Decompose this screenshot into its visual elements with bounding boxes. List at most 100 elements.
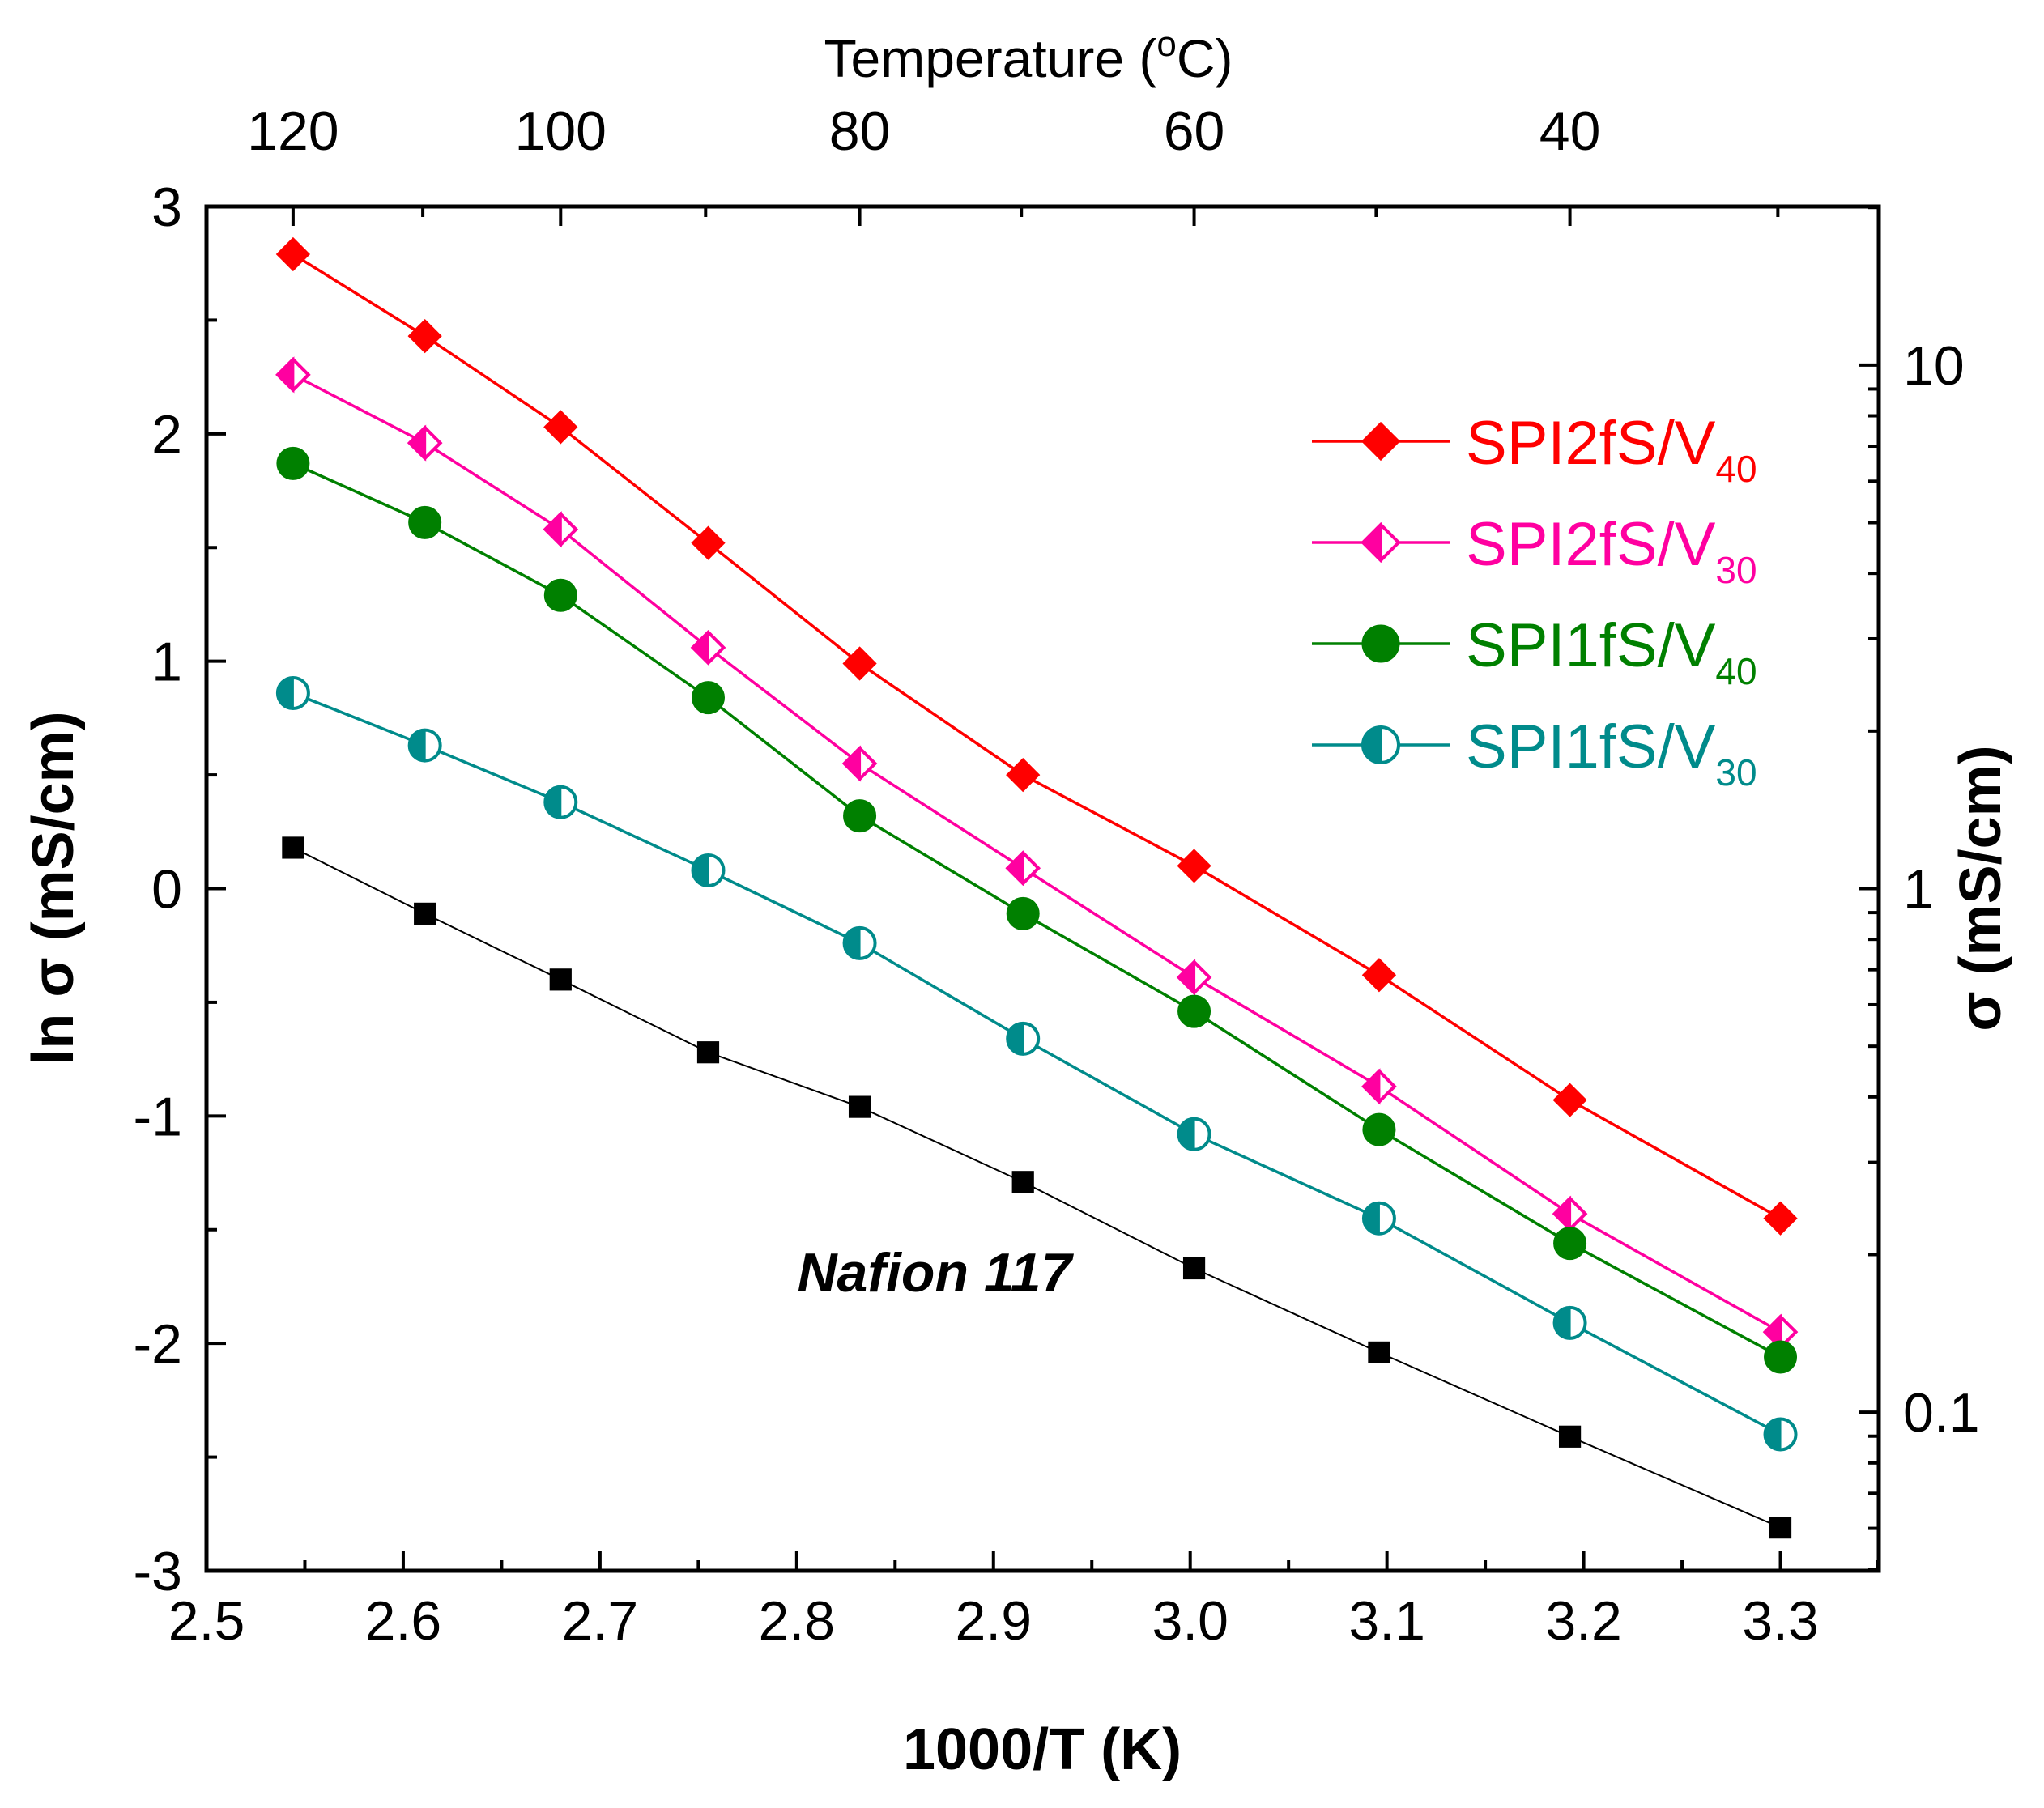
- marker-shape: [282, 836, 304, 859]
- y2-tick-label: 1: [1903, 859, 1934, 921]
- marker-shape: [1011, 1171, 1034, 1193]
- marker-shape: [1763, 1201, 1798, 1236]
- y-tick-label: 2: [151, 404, 182, 466]
- data-point: [276, 446, 310, 480]
- legend-swatch-marker: [1361, 521, 1401, 564]
- data-point: [1558, 1425, 1582, 1448]
- x-tick-label: 2.9: [955, 1590, 1032, 1652]
- data-point: [843, 799, 877, 833]
- x-tick-label: 3.2: [1545, 1590, 1622, 1652]
- y-tick-label: 3: [151, 177, 182, 238]
- top-tick-label: 100: [515, 100, 607, 162]
- data-point: [1362, 1112, 1396, 1146]
- data-point: [275, 236, 311, 272]
- data-point: [842, 925, 877, 960]
- marker-shape: [1006, 896, 1040, 930]
- marker-shape: [1177, 994, 1211, 1028]
- marker-shape: [1362, 1112, 1396, 1146]
- data-point: [1552, 1195, 1588, 1232]
- marker-fill: [1361, 521, 1382, 564]
- marker-fill: [276, 676, 294, 709]
- data-point: [1368, 1341, 1390, 1363]
- data-point: [1177, 849, 1211, 883]
- marker-shape: [275, 236, 311, 272]
- marker-fill: [1177, 1117, 1195, 1151]
- legend-swatch-marker: [1361, 725, 1400, 764]
- data-point: [1552, 1305, 1587, 1340]
- x-tick-label: 3.0: [1152, 1590, 1229, 1652]
- marker-fill: [691, 629, 709, 666]
- marker-shape: [691, 525, 726, 560]
- marker-shape: [1361, 421, 1401, 462]
- data-point: [691, 525, 726, 560]
- data-point: [1764, 1340, 1798, 1374]
- y-tick-label: 0: [151, 859, 182, 921]
- x-tick-label: 2.7: [562, 1590, 639, 1652]
- marker-fill: [1552, 1195, 1572, 1232]
- y2-tick-label: 0.1: [1903, 1382, 1980, 1444]
- series-line: [292, 253, 1782, 1220]
- legend: SPI2fS/V40 SPI2fS/V30 SPI1fS/V40 SPI1fS/V30: [1312, 409, 1757, 793]
- marker-shape: [1361, 624, 1400, 663]
- marker-shape: [276, 446, 310, 480]
- data-point: [1763, 1417, 1798, 1452]
- data-point: [282, 836, 304, 859]
- marker-shape: [1368, 1341, 1390, 1363]
- top-tick-label: 40: [1539, 100, 1601, 162]
- y-tick-label: -3: [134, 1541, 182, 1602]
- legend-item: SPI1fS/V30: [1312, 713, 1757, 793]
- marker-shape: [1552, 1083, 1587, 1117]
- marker-fill: [1764, 1418, 1782, 1451]
- legend-item: SPI1fS/V40: [1312, 611, 1757, 692]
- data-point: [1177, 1117, 1211, 1151]
- marker-fill: [543, 511, 562, 548]
- marker-fill: [842, 745, 862, 782]
- data-point: [1006, 896, 1040, 930]
- marker-fill: [692, 854, 709, 887]
- x-tick-label: 2.5: [168, 1590, 245, 1652]
- data-point: [1011, 1171, 1034, 1193]
- data-point: [696, 1041, 720, 1064]
- data-point: [543, 511, 579, 548]
- marker-shape: [1006, 757, 1041, 793]
- data-point: [543, 785, 578, 819]
- marker-fill: [1006, 849, 1024, 887]
- data-point: [1361, 1201, 1396, 1236]
- y2-tick-label: 10: [1903, 335, 1965, 397]
- top-tick-label: 80: [829, 100, 891, 162]
- legend-item: SPI2fS/V30: [1312, 510, 1757, 591]
- data-point: [543, 578, 577, 612]
- data-point: [1182, 1257, 1206, 1280]
- series-line: [292, 462, 1782, 1359]
- marker-fill: [1363, 1202, 1380, 1235]
- y-tick-label: 1: [151, 632, 182, 693]
- data-point: [1005, 849, 1041, 887]
- data-point: [690, 629, 726, 666]
- data-point: [848, 1095, 871, 1118]
- data-point: [841, 745, 878, 782]
- series-line: [292, 691, 1782, 1436]
- data-point: [1177, 994, 1211, 1028]
- marker-shape: [1558, 1425, 1582, 1448]
- marker-shape: [842, 646, 877, 681]
- data-point: [543, 410, 578, 445]
- series-line: [292, 847, 1781, 1529]
- x-tick-label: 2.8: [759, 1590, 836, 1652]
- series-spi1fs-v30: [275, 675, 1798, 1452]
- data-point: [842, 646, 877, 681]
- legend-label: SPI2fS/V30: [1466, 510, 1757, 591]
- legend-swatch-marker: [1361, 624, 1400, 663]
- marker-shape: [1553, 1227, 1587, 1261]
- marker-shape: [1177, 849, 1211, 883]
- data-point: [1763, 1201, 1798, 1236]
- ticks-layer: 2.5 2.6 2.7 2.8 2.9 3.0 3.1 3.2 3.33210-1-2-3120…: [134, 100, 1980, 1652]
- marker-shape: [543, 410, 578, 445]
- marker-shape: [696, 1041, 720, 1064]
- top-tick-label: 60: [1164, 100, 1225, 162]
- data-point: [549, 968, 572, 991]
- marker-shape: [414, 902, 436, 925]
- marker-fill: [1362, 725, 1382, 764]
- data-point: [1552, 1083, 1587, 1117]
- x-tick-label: 2.6: [365, 1590, 442, 1652]
